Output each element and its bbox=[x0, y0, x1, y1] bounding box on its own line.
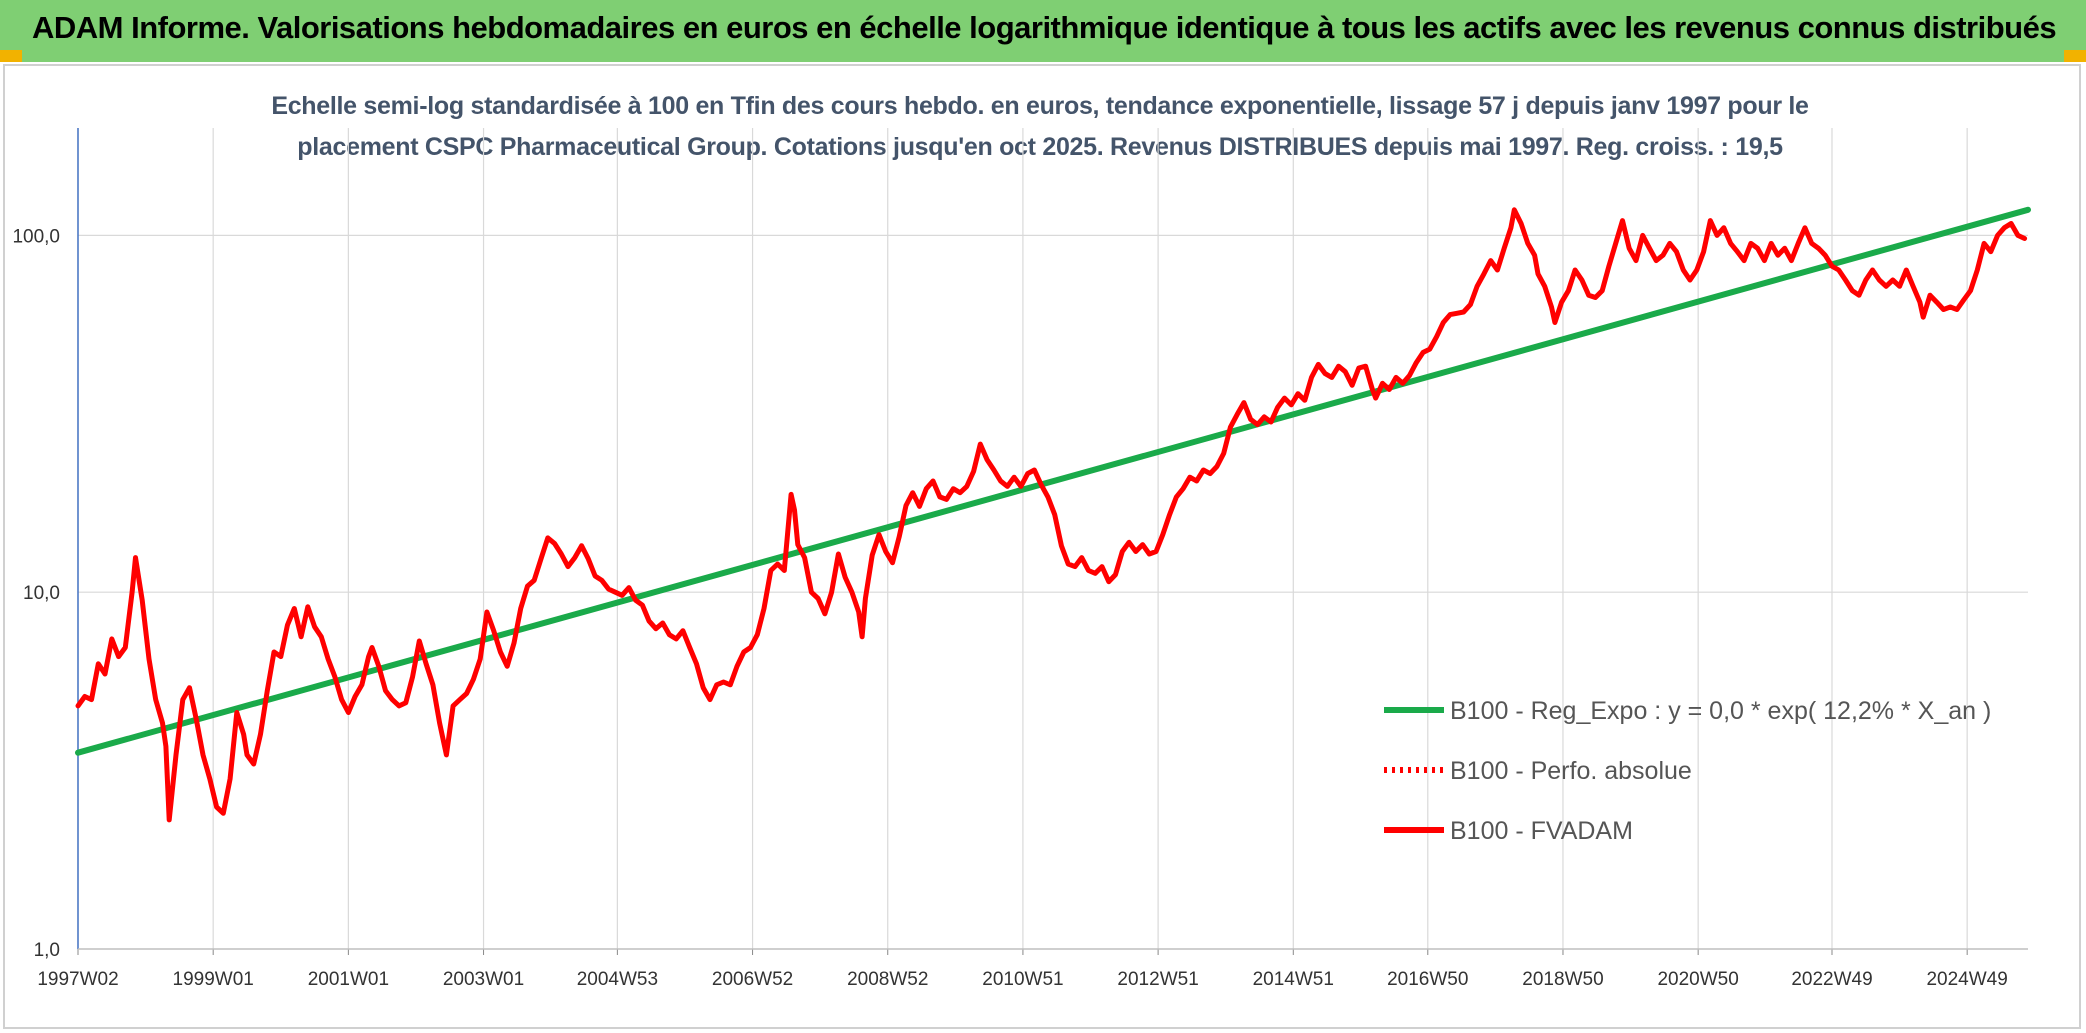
series-line-1 bbox=[75, 206, 2031, 756]
y-tick-label: 100,0 bbox=[12, 226, 60, 247]
chart-title-line-2: placement CSPC Pharmaceutical Group. Cot… bbox=[297, 133, 1783, 161]
x-tick-label: 2024W49 bbox=[1926, 969, 2007, 990]
legend-label-3: B100 - FVADAM bbox=[1450, 817, 1633, 845]
x-tick-label: 2008W52 bbox=[847, 969, 928, 990]
x-tick-label: 2016W50 bbox=[1387, 969, 1468, 990]
x-tick-label: 2018W50 bbox=[1522, 969, 1603, 990]
chart-title-line-1: Echelle semi-log standardisée à 100 en T… bbox=[271, 92, 1809, 120]
header-corner-left bbox=[0, 50, 22, 62]
x-tick-label: 1997W02 bbox=[37, 969, 118, 990]
chart-title: Echelle semi-log standardisée à 100 en T… bbox=[180, 86, 1900, 168]
header-corner-right bbox=[2064, 50, 2086, 62]
x-tick-label: 2014W51 bbox=[1253, 969, 1334, 990]
x-tick-label: 2012W51 bbox=[1117, 969, 1198, 990]
x-tick-label: 2004W53 bbox=[577, 969, 658, 990]
chart-series bbox=[75, 206, 2031, 823]
y-tick-label: 10,0 bbox=[23, 583, 60, 604]
x-tick-label: 2022W49 bbox=[1791, 969, 1872, 990]
chart-legend: B100 - Reg_Expo : y = 0,0 * exp( 12,2% *… bbox=[1384, 697, 1991, 845]
x-tick-label: 2006W52 bbox=[712, 969, 793, 990]
legend-label-1: B100 - Reg_Expo : y = 0,0 * exp( 12,2% *… bbox=[1450, 697, 1991, 725]
chart-frame bbox=[3, 64, 2081, 1029]
x-tick-label: 2020W50 bbox=[1657, 969, 1738, 990]
x-tick-label: 2001W01 bbox=[308, 969, 389, 990]
chart-axes: 1,0 10,0 100,0 1997W02 1999W01 2001W01 2003W01… bbox=[12, 128, 2028, 990]
report-header: ADAM Informe. Valorisations hebdomadaire… bbox=[0, 0, 2086, 62]
x-tick-label: 2003W01 bbox=[443, 969, 524, 990]
x-tick-label: 1999W01 bbox=[173, 969, 254, 990]
x-tick-label: 2010W51 bbox=[982, 969, 1063, 990]
legend-label-2: B100 - Perfo. absolue bbox=[1450, 757, 1692, 785]
series-line-3 bbox=[75, 207, 2028, 823]
report-title: ADAM Informe. Valorisations hebdomadaire… bbox=[32, 10, 2057, 45]
y-tick-label: 1,0 bbox=[34, 940, 60, 961]
